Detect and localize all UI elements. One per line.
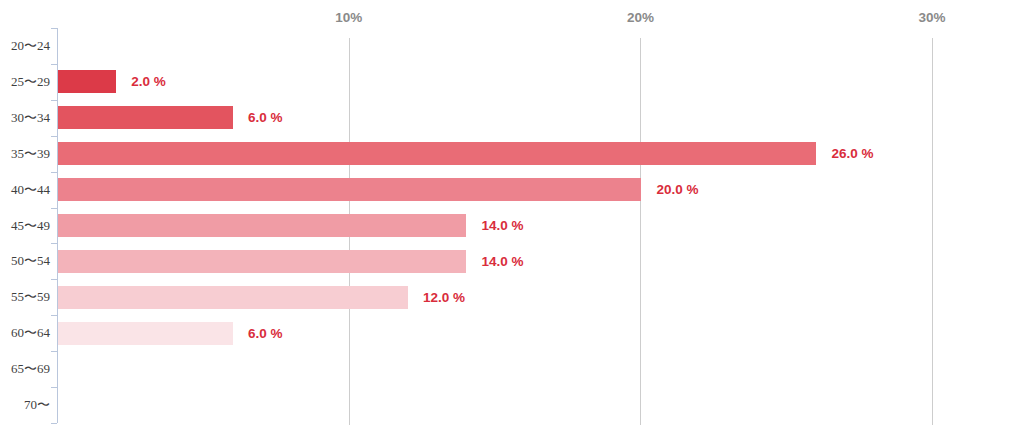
y-axis-tick [51,172,57,173]
category-label: 30〜34 [0,100,50,136]
value-label: 2.0 % [131,70,166,93]
bar [58,70,116,93]
value-label: 14.0 % [481,214,523,237]
category-label: 35〜39 [0,136,50,172]
category-label: 40〜44 [0,172,50,208]
y-axis-tick [51,64,57,65]
value-label: 26.0 % [831,142,873,165]
category-label: 65〜69 [0,351,50,387]
value-label: 12.0 % [423,286,465,309]
bar [58,142,816,165]
bar [58,286,408,309]
category-label: 60〜64 [0,315,50,351]
y-axis-tick [51,351,57,352]
category-label: 20〜24 [0,28,50,64]
y-axis-tick [51,243,57,244]
bar [58,214,466,237]
category-label: 70〜 [0,387,50,423]
y-axis-tick [51,279,57,280]
value-label: 6.0 % [248,322,283,345]
category-label: 50〜54 [0,243,50,279]
y-axis-tick [51,100,57,101]
x-axis-tick-label: 20% [627,10,654,25]
y-axis-tick [51,136,57,137]
category-label: 45〜49 [0,208,50,244]
value-label: 14.0 % [481,250,523,273]
grid-line [640,38,641,425]
category-label: 25〜29 [0,64,50,100]
category-label: 55〜59 [0,279,50,315]
grid-line [932,38,933,425]
y-axis-tick [51,28,57,29]
value-label: 6.0 % [248,106,283,129]
y-axis-tick [51,315,57,316]
x-axis-tick-label: 30% [919,10,946,25]
x-axis-tick-label: 10% [335,10,362,25]
bar [58,178,641,201]
bar [58,322,233,345]
y-axis-tick [51,387,57,388]
y-axis-tick [51,208,57,209]
value-label: 20.0 % [656,178,698,201]
bar [58,106,233,129]
age-distribution-bar-chart: 10% 20% 30% 20〜2425〜29 2.0 % 30〜34 6.0 % 35〜39 2… [0,0,1024,440]
bar [58,250,466,273]
y-axis-tick [51,423,57,424]
